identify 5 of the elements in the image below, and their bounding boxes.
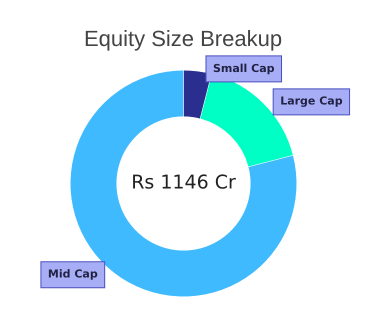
slice-label: Small Cap [212,62,275,75]
slice-label: Large Cap [280,94,343,108]
text: Rs 1146 Cr [131,171,236,194]
slice-label: Mid Cap [48,268,98,281]
chart-title: Equity Size Breakup [84,26,282,52]
